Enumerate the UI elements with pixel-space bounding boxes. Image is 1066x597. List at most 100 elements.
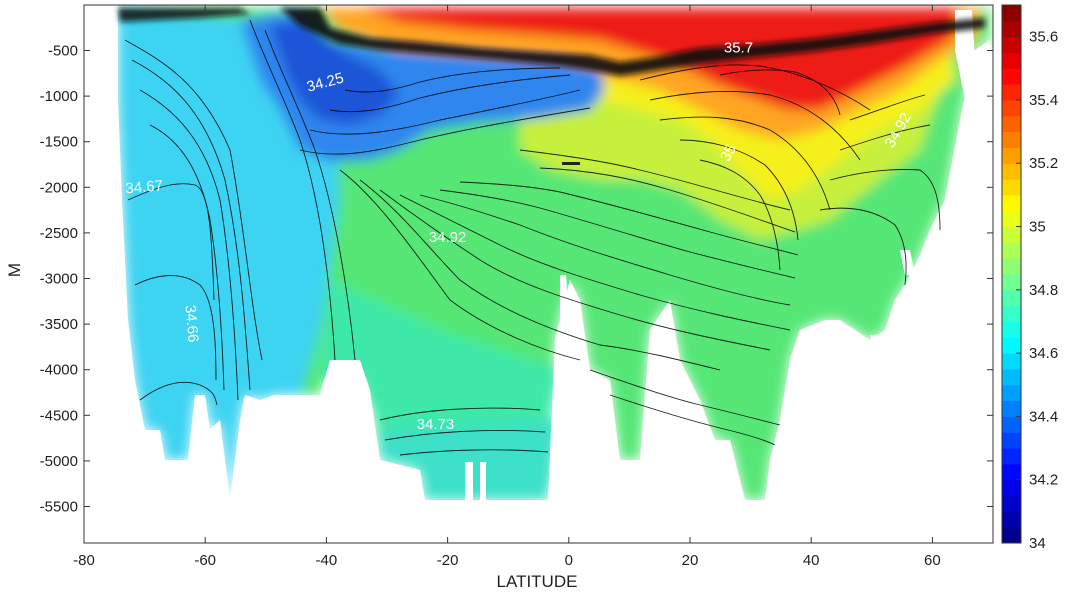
colorbar-band	[1002, 384, 1021, 402]
colorbar-band	[1002, 68, 1021, 85]
contour-line	[149, 124, 225, 391]
y-tick-label: -2000	[40, 179, 78, 196]
colorbar-band	[1002, 321, 1021, 338]
colorbar-band	[1002, 210, 1021, 228]
colorbar-band	[1002, 463, 1021, 481]
y-tick-label: -1500	[40, 134, 78, 151]
colorbar-tick-label: 34.8	[1029, 282, 1058, 299]
contour-line	[609, 394, 776, 446]
contour-line	[839, 124, 931, 151]
colorbar-tick-label: 34.4	[1029, 408, 1058, 425]
contour-line	[344, 67, 561, 93]
colorbar-band	[1002, 495, 1021, 512]
colorbar-band	[1002, 400, 1021, 417]
contour-line	[384, 430, 546, 441]
bathymetry-notch-3	[560, 275, 575, 460]
field-color-layers	[118, 8, 990, 500]
bathymetry-notch-6	[955, 10, 975, 100]
colorbar-band	[1002, 479, 1021, 497]
colorbar-band	[1002, 194, 1021, 212]
colorbar-band	[1002, 353, 1021, 370]
x-tick-label: 40	[803, 552, 820, 569]
bathymetry-notch-4	[900, 250, 915, 275]
colorbar-tick-label: 35	[1029, 219, 1046, 236]
contour-line	[439, 189, 796, 279]
x-tick-label: -40	[316, 552, 338, 569]
colorbar-band	[1002, 242, 1021, 259]
colorbar-band	[1002, 36, 1021, 53]
thermocline-south	[118, 8, 250, 22]
colorbar-tick-label: 34	[1029, 535, 1046, 552]
colorbar-band	[1002, 131, 1021, 148]
colorbar-band	[1002, 99, 1021, 117]
y-tick-label: -4500	[40, 407, 78, 424]
colorbar-tick-label: 35.6	[1029, 29, 1058, 46]
y-tick-label: -3500	[40, 316, 78, 333]
contour-line	[819, 207, 907, 286]
colorbar-band	[1002, 115, 1021, 133]
contour-line	[264, 29, 356, 361]
contour-line	[829, 169, 941, 231]
colorbar-tick-label: 34.2	[1029, 472, 1058, 489]
contour-line	[539, 167, 796, 233]
colorbar-band	[1002, 52, 1021, 69]
field-blue-core	[270, 20, 400, 125]
contour-line	[589, 369, 781, 426]
colorbar-band	[1002, 20, 1021, 38]
contour-label: 35	[717, 142, 740, 165]
field-mark	[562, 162, 580, 165]
colorbar-band	[1002, 258, 1021, 275]
contour-line	[699, 159, 781, 271]
contour-line	[649, 90, 861, 161]
field-bottom-cyan	[380, 420, 560, 500]
contour-line	[249, 19, 336, 361]
y-tick-label: -4000	[40, 362, 78, 379]
contour-lines	[124, 19, 941, 456]
colorbar-frame	[1001, 4, 1022, 544]
colorbar-band	[1002, 511, 1021, 528]
contour-line	[127, 183, 215, 301]
bathymetry-notch-5	[870, 335, 878, 360]
colorbar-tick-label: 34.6	[1029, 345, 1058, 362]
x-tick-label: 0	[565, 552, 573, 569]
contour-label: 35.7	[724, 39, 753, 56]
y-axis-label: M	[5, 263, 24, 277]
contour-line	[339, 169, 581, 361]
colorbar-band	[1002, 147, 1021, 164]
field-red	[360, 8, 960, 110]
x-axis: -80 -60 -40 -20 0 20 40 60	[73, 5, 941, 569]
contour-line	[399, 194, 791, 331]
colorbar-band	[1002, 179, 1021, 196]
colorbar-band	[1002, 5, 1021, 22]
field-teal	[320, 280, 560, 430]
contour-line	[299, 107, 591, 155]
colorbar-tick-label: 35.4	[1029, 92, 1058, 109]
colorbar-band	[1002, 337, 1021, 354]
y-tick-label: -5000	[40, 453, 78, 470]
x-axis-label: LATITUDE	[497, 572, 578, 591]
colorbar-band	[1002, 226, 1021, 243]
x-tick-label: -80	[73, 552, 95, 569]
colorbar-tick-label: 35.2	[1029, 155, 1058, 172]
contour-line	[124, 39, 263, 361]
contour-line	[659, 116, 831, 211]
contour-line	[849, 94, 926, 121]
colorbar-band	[1002, 84, 1021, 101]
contour-label: 34.73	[417, 416, 455, 433]
colorbar: 34 34.2 34.4 34.6 34.8 35 35.2 35.4 35.6	[1001, 4, 1058, 552]
contour-line	[134, 275, 217, 381]
colorbar-band	[1002, 432, 1021, 449]
field-southern-cyan	[118, 8, 340, 500]
contour-line	[639, 64, 871, 111]
bathymetry-notch-1	[465, 462, 473, 502]
bathymetry-mask	[84, 5, 990, 543]
thermocline-band	[118, 8, 985, 76]
contour-line	[139, 381, 218, 406]
thermocline-black-band	[280, 8, 985, 76]
colorbar-band	[1002, 274, 1021, 291]
contour-line	[359, 179, 721, 371]
x-tick-label: 20	[682, 552, 699, 569]
contour-label: 34.66	[181, 304, 201, 343]
contour-line	[519, 149, 791, 211]
